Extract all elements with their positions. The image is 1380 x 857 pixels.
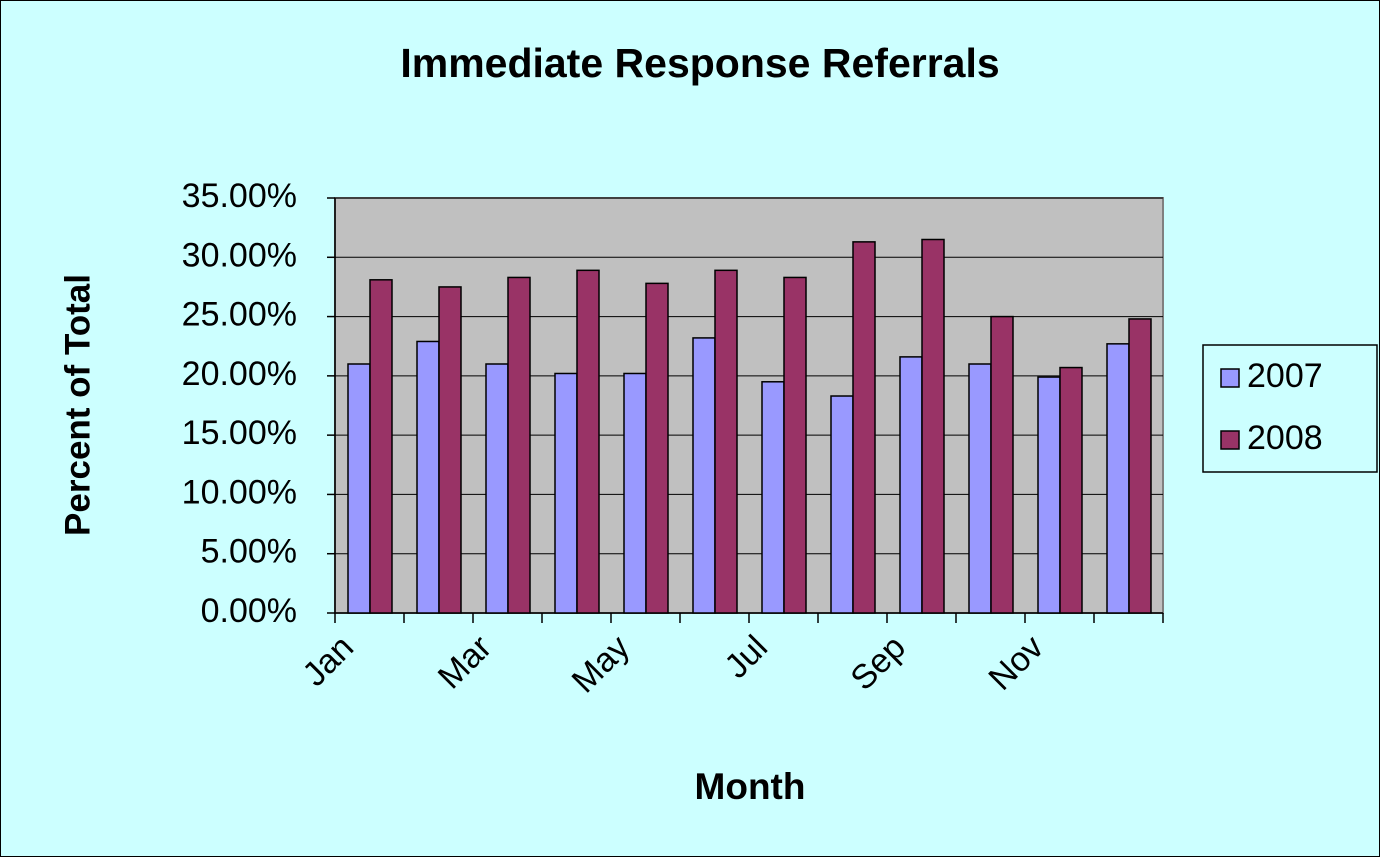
y-tick-label: 35.00% xyxy=(182,177,297,215)
bar xyxy=(347,363,371,614)
y-axis-label: Percent of Total xyxy=(58,274,97,536)
x-axis-label: Month xyxy=(695,766,806,807)
legend-swatch xyxy=(1220,430,1240,450)
bar xyxy=(852,241,876,614)
bar xyxy=(783,276,807,614)
y-tick-label: 5.00% xyxy=(201,533,297,571)
y-tick-label: 30.00% xyxy=(182,236,297,274)
bar xyxy=(554,372,578,614)
bar xyxy=(416,340,440,614)
bar xyxy=(576,269,600,614)
bar xyxy=(1037,376,1061,614)
legend-box xyxy=(1202,344,1378,473)
bar xyxy=(438,286,462,614)
bar xyxy=(645,282,669,614)
y-tick-label: 0.00% xyxy=(201,592,297,630)
legend-label: 2007 xyxy=(1247,357,1323,395)
legend-swatch xyxy=(1220,368,1240,388)
bar xyxy=(623,372,647,614)
bar xyxy=(990,315,1014,614)
bar xyxy=(507,276,531,614)
bar xyxy=(968,363,992,614)
bar xyxy=(830,395,854,614)
y-tick-label: 20.00% xyxy=(182,355,297,393)
bar xyxy=(714,269,738,614)
bar xyxy=(761,381,785,614)
bar xyxy=(692,337,716,614)
bar xyxy=(485,363,509,614)
legend-label: 2008 xyxy=(1247,419,1323,457)
chart-title: Immediate Response Referrals xyxy=(400,40,999,86)
bar xyxy=(1059,366,1083,614)
y-tick-label: 10.00% xyxy=(182,473,297,511)
bar xyxy=(921,238,945,614)
bar xyxy=(369,279,393,614)
y-tick-label: 25.00% xyxy=(182,296,297,334)
plot-area xyxy=(334,197,1164,614)
bar xyxy=(1128,318,1152,614)
bar xyxy=(1106,343,1130,614)
bar xyxy=(899,356,923,614)
y-tick-label: 15.00% xyxy=(182,414,297,452)
